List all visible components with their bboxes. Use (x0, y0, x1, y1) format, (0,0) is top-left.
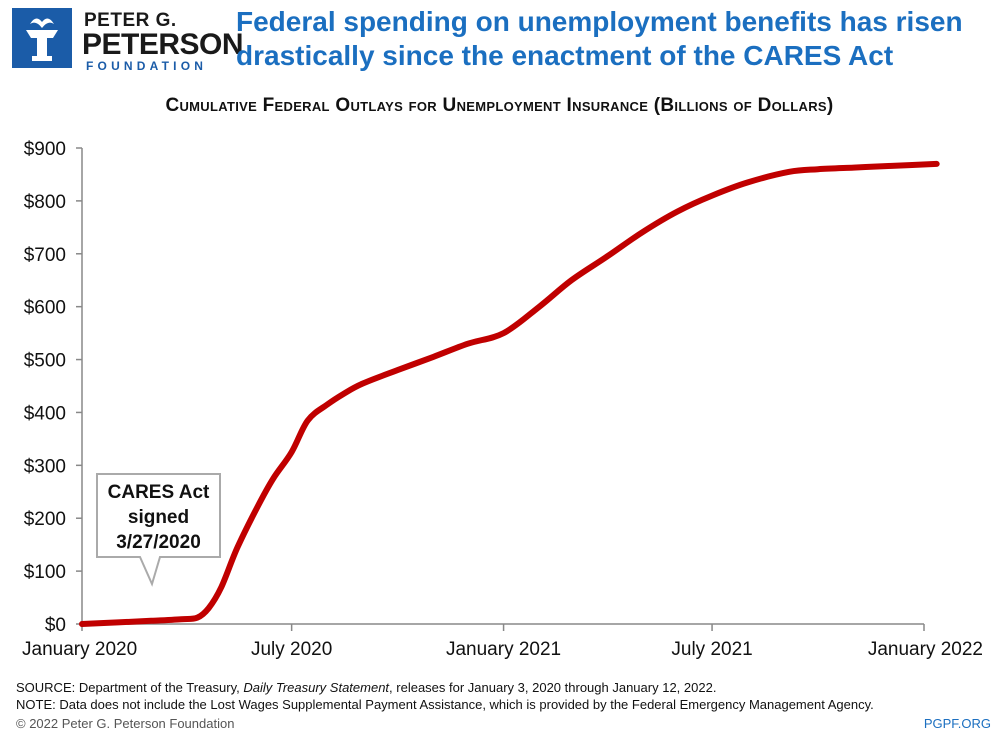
y-tick-label: $500 (24, 351, 66, 372)
logo-line-1: PETER G. (84, 10, 177, 31)
line-chart: $0 $100 $200 $300 $400 $500 $600 $700 $800 $900 Ja… (22, 139, 983, 660)
source-publication: Daily Treasury Statement (243, 680, 390, 695)
chart-title: Cumulative Federal Outlays for Unemploym… (165, 95, 834, 116)
annotation-line: CARES Act (108, 482, 210, 503)
y-tick-label: $400 (24, 403, 66, 424)
source-prefix: SOURCE: Department of the Treasury, (16, 680, 244, 695)
series-line (79, 160, 940, 627)
x-tick-label: July 2020 (251, 639, 332, 660)
logo-line-3: FOUNDATION (86, 59, 208, 73)
y-tick-label: $100 (24, 562, 66, 583)
annotation-label: CARES Act signed 3/27/2020 (108, 482, 210, 553)
y-tick-label: $800 (24, 192, 66, 213)
y-tick-label: $600 (24, 298, 66, 319)
y-tick-label: $700 (24, 245, 66, 266)
copyright: © 2022 Peter G. Peterson Foundation (16, 716, 235, 731)
torch-icon (12, 8, 72, 68)
y-tick-label: $300 (24, 456, 66, 477)
annotation-callout (96, 473, 221, 587)
logo-line-2: PETERSON (82, 28, 244, 61)
peterson-logo: PETER G. PETERSON FOUNDATION (12, 8, 244, 73)
headline: Federal spending on unemployment benefit… (236, 6, 963, 71)
x-tick-label: January 2021 (446, 639, 561, 660)
source-suffix: , releases for January 3, 2020 through J… (389, 680, 717, 695)
y-tick-label: $200 (24, 509, 66, 530)
y-tick-label: $900 (24, 139, 66, 160)
x-tick-label: January 2020 (22, 639, 137, 660)
annotation-line: 3/27/2020 (116, 532, 201, 553)
x-tick-label: July 2021 (671, 639, 752, 660)
x-tick-label: January 2022 (868, 639, 983, 660)
data-note: NOTE: Data does not include the Lost Wag… (16, 697, 874, 712)
annotation-line: signed (128, 507, 189, 528)
y-tick-label: $0 (45, 615, 66, 636)
source-note: SOURCE: Department of the Treasury, Dail… (16, 679, 874, 713)
site-link[interactable]: PGPF.ORG (923, 716, 991, 731)
